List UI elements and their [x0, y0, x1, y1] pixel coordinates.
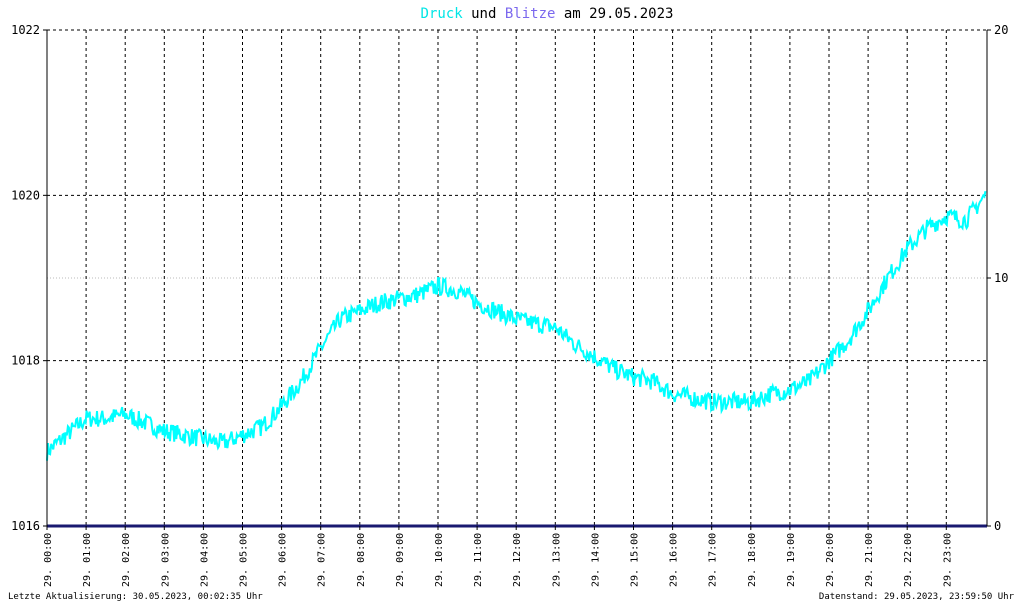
x-tick-label: 29. 13:00 — [551, 533, 562, 587]
x-tick-label: 29. 06:00 — [278, 533, 289, 587]
x-tick-label: 29. 18:00 — [747, 533, 758, 587]
x-tick-label: 29. 03:00 — [160, 533, 171, 587]
x-tick-label: 29. 17:00 — [708, 533, 719, 587]
y-left-tick-label: 1016 — [11, 519, 40, 533]
last-update-text: Letzte Aktualisierung: 30.05.2023, 00:02… — [8, 592, 263, 602]
x-tick-label: 29. 04:00 — [199, 533, 210, 587]
x-tick-label: 29. 02:00 — [121, 533, 132, 587]
title-und: und — [463, 6, 505, 22]
x-tick-label: 29. 07:00 — [317, 533, 328, 587]
x-tick-label: 29. 05:00 — [239, 533, 250, 587]
data-status-text: Datenstand: 29.05.2023, 23:59:50 Uhr — [818, 592, 1014, 602]
series-druck-line — [46, 191, 987, 461]
title-druck: Druck — [421, 6, 464, 22]
x-tick-label: 29. 10:00 — [434, 533, 445, 587]
y-left-tick-label: 1020 — [11, 188, 40, 202]
series-layer — [46, 191, 987, 528]
x-tick-label: 29. 09:00 — [395, 533, 406, 587]
y-left-tick-label: 1022 — [11, 23, 40, 37]
y-left-tick-label: 1018 — [11, 354, 40, 368]
x-tick-label: 29. 23:00 — [942, 533, 953, 587]
title-blitze: Blitze — [505, 6, 556, 22]
x-tick-label: 29. 15:00 — [630, 533, 641, 587]
x-tick-label: 29. 00:00 — [43, 533, 54, 587]
grid — [47, 29, 987, 526]
x-tick-label: 29. 21:00 — [864, 533, 875, 587]
x-tick-label: 29. 14:00 — [590, 533, 601, 587]
x-tick-label: 29. 01:00 — [82, 533, 93, 587]
chart-title: Druck und Blitze am 29.05.2023 — [421, 6, 674, 22]
x-tick-label: 29. 22:00 — [903, 533, 914, 587]
y-right-tick-label: 10 — [994, 271, 1008, 285]
x-tick-label: 29. 12:00 — [512, 533, 523, 587]
title-date: am 29.05.2023 — [555, 6, 673, 22]
y-right-tick-label: 20 — [994, 23, 1008, 37]
x-tick-label: 29. 11:00 — [473, 533, 484, 587]
y-right-tick-label: 0 — [994, 519, 1001, 533]
x-tick-label: 29. 16:00 — [669, 533, 680, 587]
x-tick-label: 29. 19:00 — [786, 533, 797, 587]
x-tick-label: 29. 20:00 — [825, 533, 836, 587]
x-tick-label: 29. 08:00 — [356, 533, 367, 587]
